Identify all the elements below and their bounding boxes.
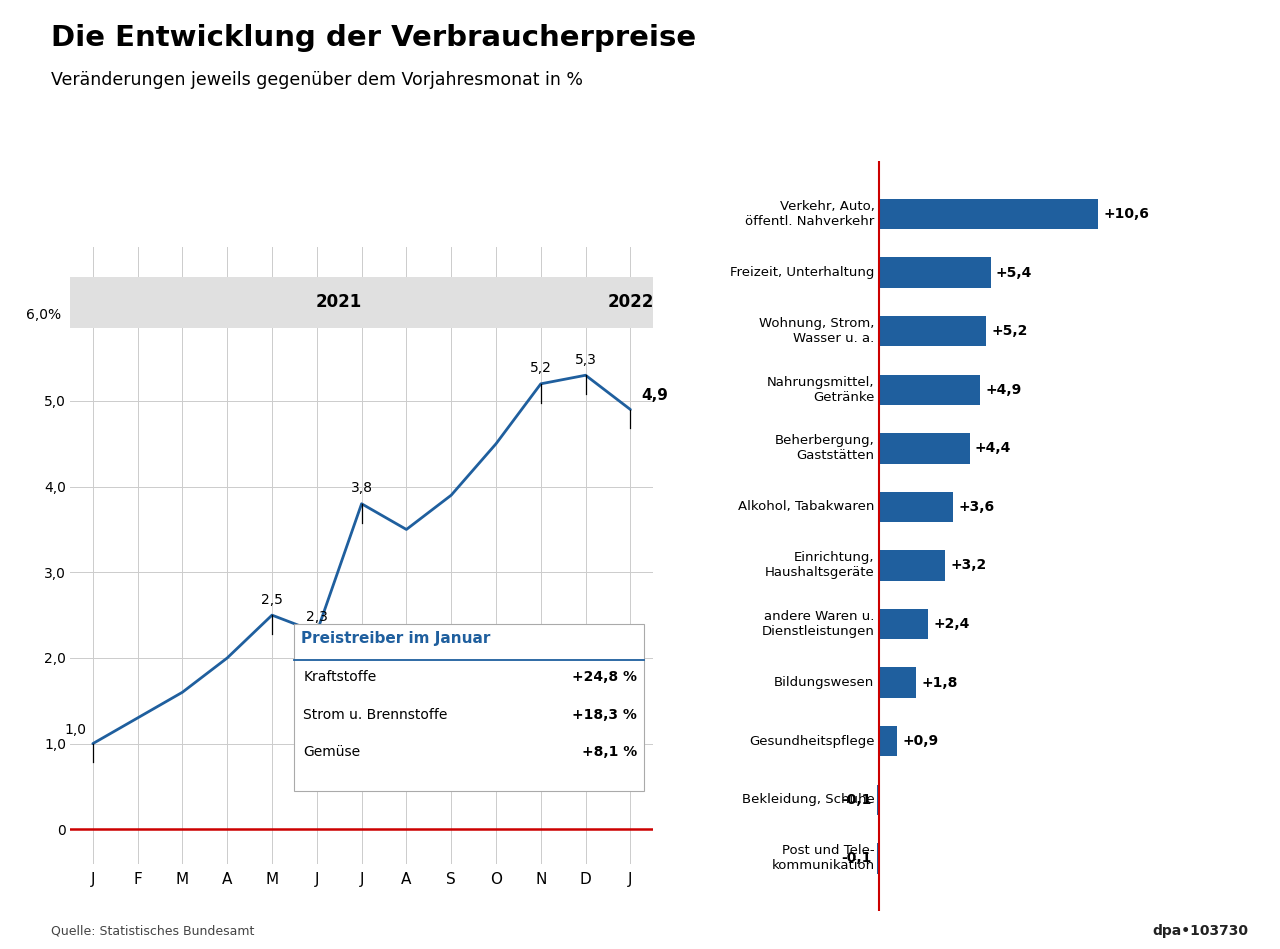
Text: +4,4: +4,4 [975, 441, 1011, 456]
Text: 6,0%: 6,0% [27, 308, 61, 323]
Text: Gemüse: Gemüse [303, 745, 361, 759]
Bar [877, 843, 878, 873]
Bar [878, 375, 980, 405]
Text: Bekleidung, Schuhe: Bekleidung, Schuhe [741, 793, 874, 807]
Text: Kraftstoffe: Kraftstoffe [303, 670, 376, 684]
Text: +18,3 %: +18,3 % [572, 708, 637, 721]
Text: 2,3: 2,3 [306, 609, 328, 623]
Text: -0,1: -0,1 [841, 851, 872, 865]
Text: andere Waren u.
Dienstleistungen: andere Waren u. Dienstleistungen [762, 610, 874, 638]
Text: +8,1 %: +8,1 % [582, 745, 637, 759]
Text: +4,9: +4,9 [986, 382, 1021, 397]
Text: +3,6: +3,6 [959, 500, 995, 514]
Bar [877, 785, 878, 815]
Text: Preistreiber im Januar: Preistreiber im Januar [301, 630, 490, 645]
Text: +0,9: +0,9 [902, 735, 938, 748]
Text: -0,1: -0,1 [841, 792, 872, 807]
Text: +5,2: +5,2 [992, 325, 1028, 338]
Text: Wohnung, Strom,
Wasser u. a.: Wohnung, Strom, Wasser u. a. [759, 317, 874, 345]
Text: Veränderungen jeweils gegenüber dem Vorjahresmonat in %: Veränderungen jeweils gegenüber dem Vorj… [51, 71, 584, 89]
Text: 1,0: 1,0 [64, 723, 86, 736]
Bar [878, 550, 945, 581]
Text: Bildungswesen: Bildungswesen [774, 676, 874, 689]
Text: Beherbergung,
Gaststätten: Beherbergung, Gaststätten [774, 435, 874, 462]
Bar [878, 433, 970, 463]
Text: 2,5: 2,5 [261, 592, 283, 606]
Bar [878, 492, 954, 522]
Text: +5,4: +5,4 [996, 266, 1032, 280]
Text: Alkohol, Tabakwaren: Alkohol, Tabakwaren [739, 500, 874, 513]
Text: Gesundheitspflege: Gesundheitspflege [749, 735, 874, 748]
Text: +2,4: +2,4 [933, 617, 970, 631]
Text: Nahrungsmittel,
Getränke: Nahrungsmittel, Getränke [767, 376, 874, 403]
Text: 2021: 2021 [316, 293, 362, 311]
Bar [878, 726, 897, 756]
Text: Verkehr, Auto,
öffentl. Nahverkehr: Verkehr, Auto, öffentl. Nahverkehr [745, 200, 874, 228]
Text: Post und Tele-
kommunikation: Post und Tele- kommunikation [772, 845, 874, 872]
Text: 3,8: 3,8 [351, 481, 372, 495]
Text: 5,2: 5,2 [530, 362, 552, 375]
Text: +10,6: +10,6 [1103, 207, 1149, 221]
Text: Die Entwicklung der Verbraucherpreise: Die Entwicklung der Verbraucherpreise [51, 24, 696, 52]
Bar [878, 667, 916, 698]
Bar [878, 199, 1098, 230]
Text: Einrichtung,
Haushaltsgeräte: Einrichtung, Haushaltsgeräte [764, 551, 874, 580]
Text: 2022: 2022 [607, 293, 654, 311]
Text: Freizeit, Unterhaltung: Freizeit, Unterhaltung [730, 266, 874, 279]
Text: +24,8 %: +24,8 % [572, 670, 637, 684]
Text: +3,2: +3,2 [950, 558, 987, 572]
Text: Strom u. Brennstoffe: Strom u. Brennstoffe [303, 708, 448, 721]
Text: +1,8: +1,8 [922, 676, 957, 690]
Bar [878, 609, 928, 640]
FancyBboxPatch shape [294, 623, 644, 791]
Text: dpa•103730: dpa•103730 [1152, 923, 1248, 938]
Bar [878, 257, 991, 288]
Bar [878, 316, 987, 346]
Text: 5,3: 5,3 [575, 353, 596, 366]
Text: Quelle: Statistisches Bundesamt: Quelle: Statistisches Bundesamt [51, 924, 255, 938]
Text: 4,9: 4,9 [641, 387, 668, 402]
